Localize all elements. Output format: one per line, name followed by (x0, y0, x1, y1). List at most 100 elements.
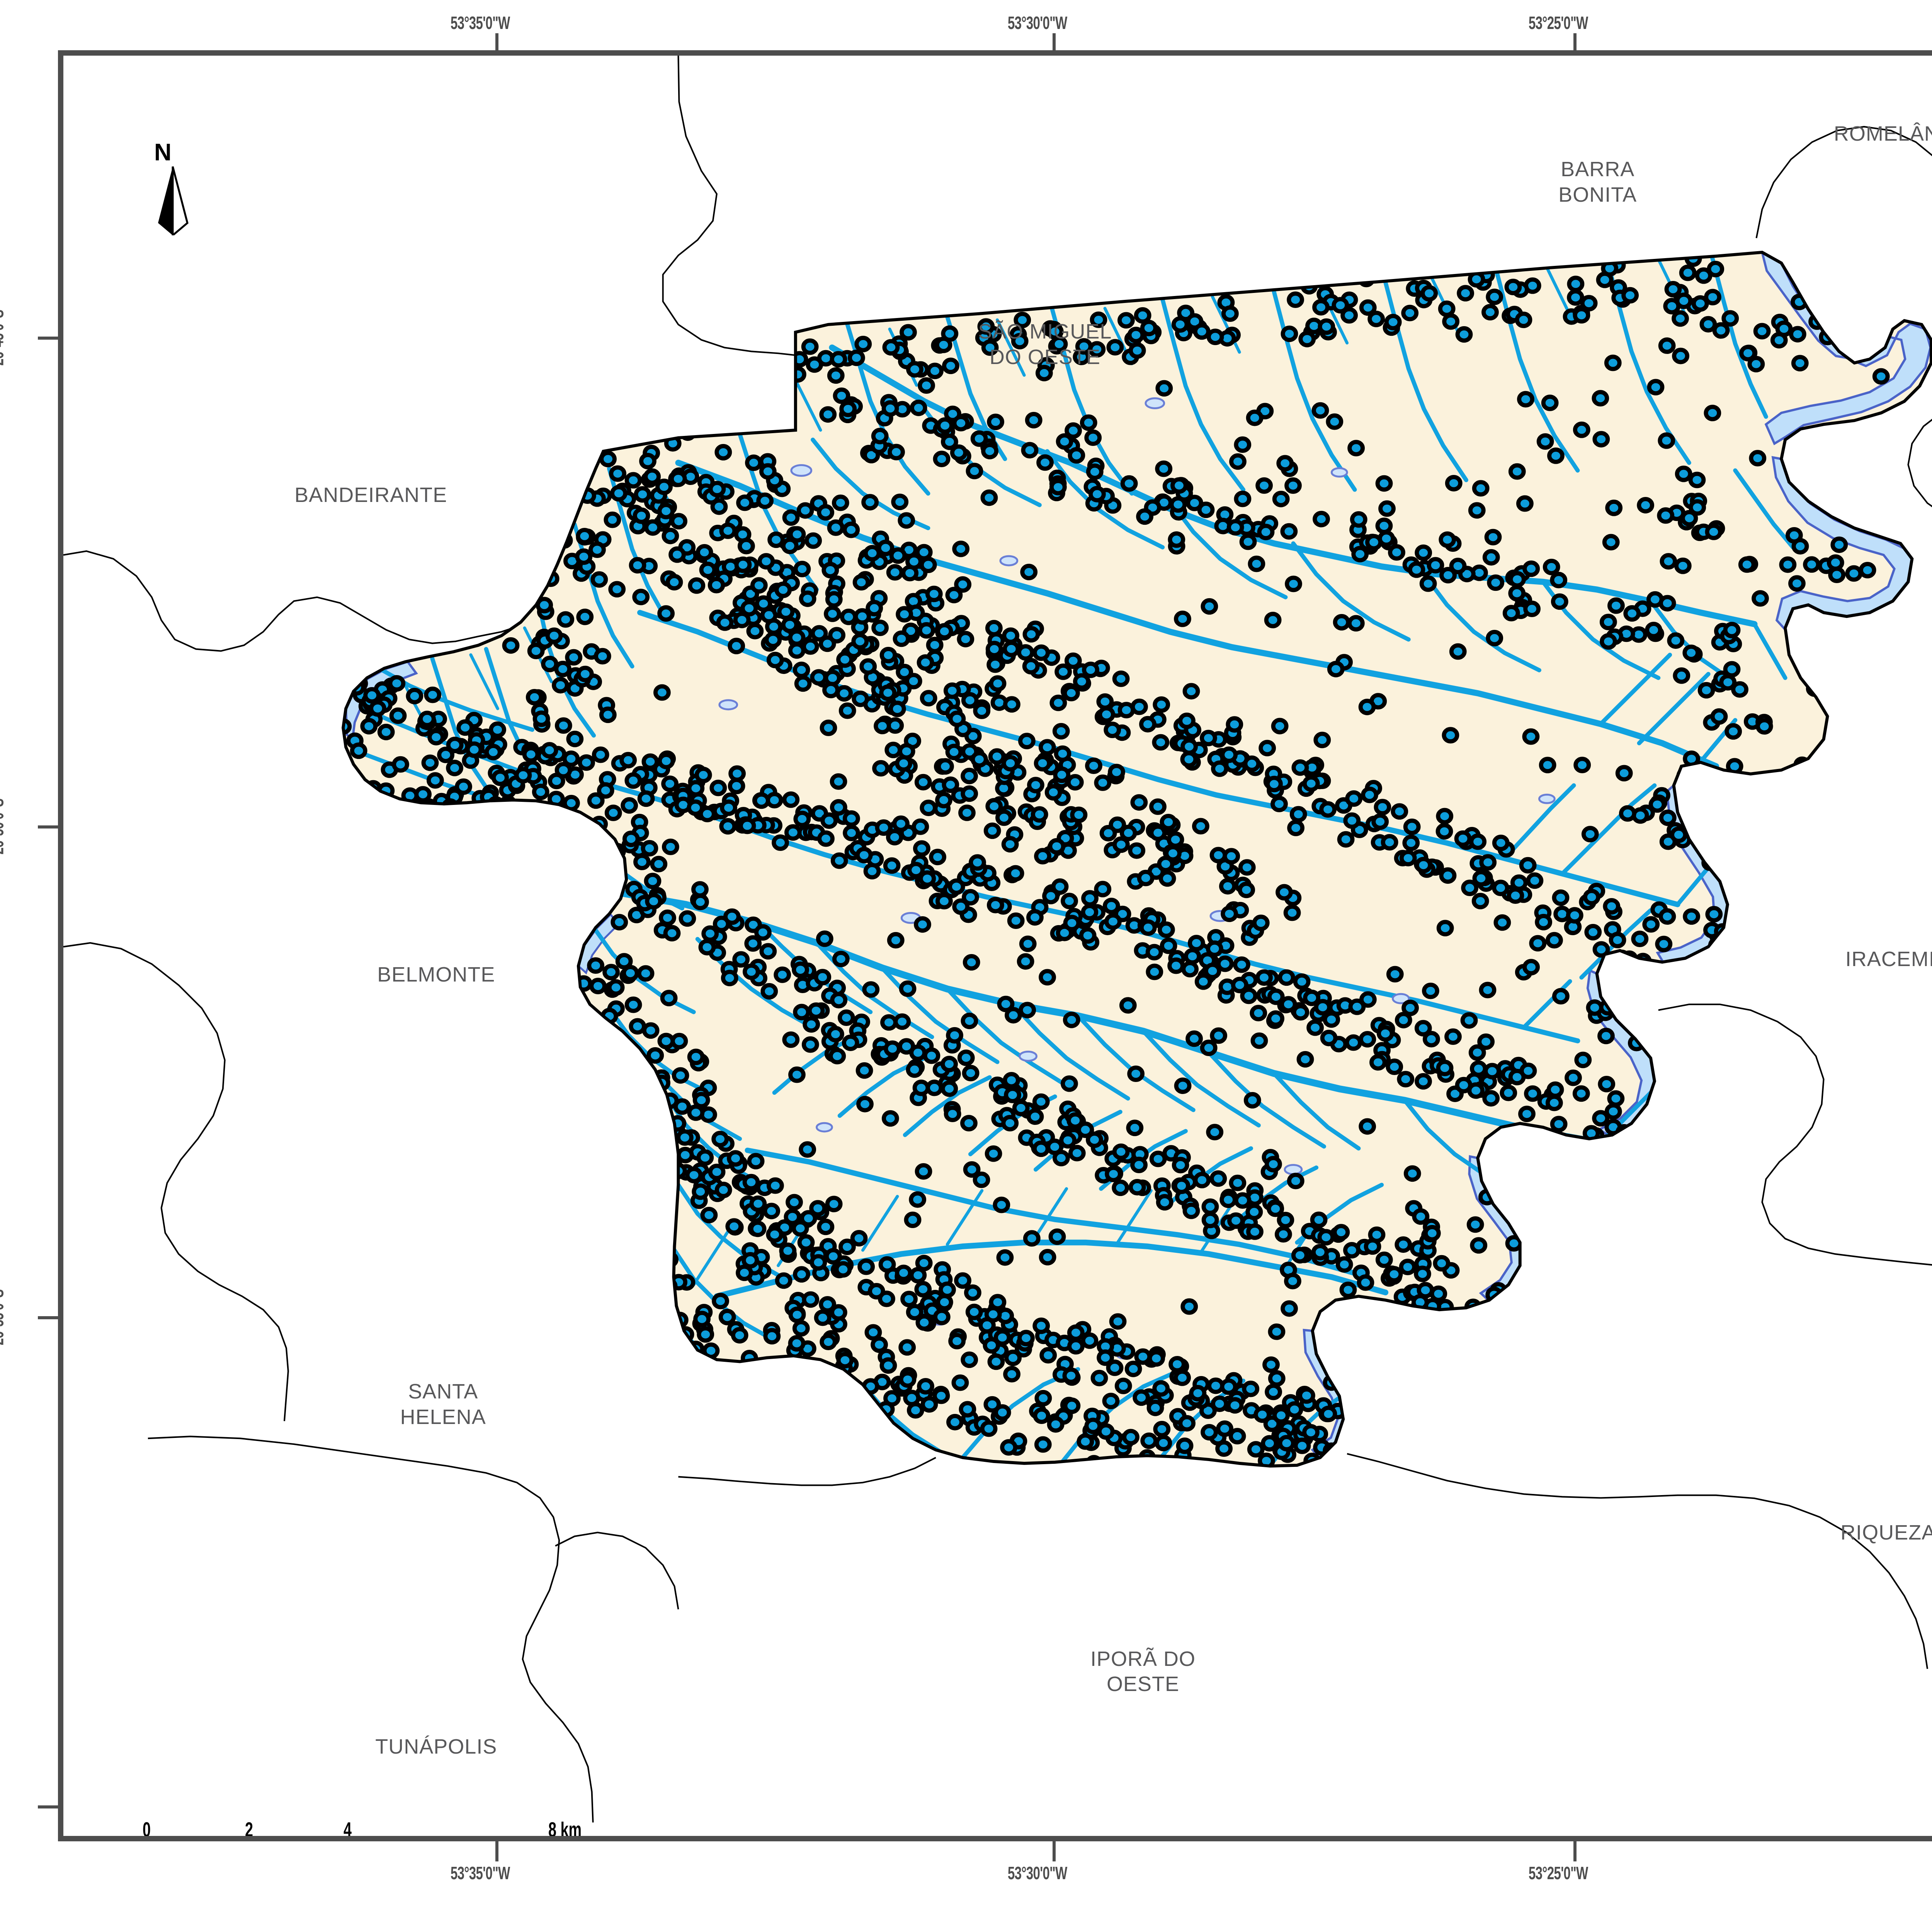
spring-point (1281, 1300, 1298, 1317)
spring-point (1172, 1157, 1189, 1174)
spring-point (575, 548, 593, 565)
spring-point (554, 762, 572, 779)
spring-point (1868, 1007, 1886, 1024)
spring-point (703, 1375, 721, 1392)
spring-point (1749, 450, 1767, 467)
spring-point (676, 1129, 694, 1146)
spring-point (733, 611, 751, 628)
spring-point (1032, 644, 1050, 661)
spring-point (1516, 495, 1534, 512)
spring-point (1683, 908, 1700, 925)
spring-point (1063, 685, 1080, 701)
spring-point (616, 1063, 634, 1080)
spring-point (522, 746, 540, 763)
spring-point (601, 1056, 619, 1073)
spring-point (801, 638, 819, 655)
spring-point (1855, 1422, 1872, 1439)
spring-point (1153, 696, 1170, 713)
spring-point (425, 264, 442, 280)
spring-point (1544, 1139, 1561, 1156)
spring-point (1836, 1258, 1853, 1275)
spring-point (1449, 643, 1467, 660)
spring-point (906, 1402, 924, 1419)
spring-point (608, 581, 626, 598)
graticule-tick-top-0 (495, 33, 498, 50)
spring-point (1778, 1282, 1796, 1299)
spring-point (1635, 988, 1653, 1005)
spring-point (1631, 931, 1649, 947)
spring-point (1687, 1112, 1705, 1129)
spring-point (886, 564, 904, 581)
spring-point (1386, 1058, 1403, 1075)
spring-point (411, 1152, 429, 1168)
spring-point (1255, 477, 1273, 494)
spring-point (1375, 1251, 1393, 1268)
spring-point (1178, 1415, 1196, 1432)
spring-point (386, 378, 403, 395)
spring-point (970, 430, 988, 447)
spring-point (1667, 632, 1685, 649)
spring-point (898, 1339, 916, 1356)
spring-point (1468, 1044, 1486, 1061)
spring-point (1246, 1223, 1264, 1240)
spring-point (718, 1308, 736, 1325)
spring-point (834, 1261, 852, 1278)
spring-point (1034, 1390, 1052, 1407)
spring-point (1017, 1330, 1035, 1347)
spring-point (906, 1304, 923, 1320)
spring-point (827, 1026, 844, 1043)
spring-point (661, 775, 679, 792)
spring-point (857, 1258, 875, 1275)
spring-point (855, 847, 873, 864)
spring-point (1427, 557, 1444, 574)
spring-point (1745, 1442, 1762, 1459)
spring-point (1371, 1347, 1389, 1364)
spring-point (1876, 1081, 1894, 1098)
spring-point (449, 1305, 466, 1321)
spring-point (1339, 1281, 1357, 1298)
spring-point (632, 589, 650, 606)
spring-point (1791, 538, 1809, 555)
spring-point (1350, 511, 1367, 528)
spring-point (702, 325, 720, 341)
spring-point (1032, 1317, 1050, 1334)
spring-point (456, 719, 474, 736)
spring-point (867, 1283, 885, 1300)
spring-point (1543, 558, 1560, 575)
spring-point (842, 1034, 859, 1051)
spring-point (1291, 759, 1309, 776)
spring-point (1844, 1074, 1862, 1091)
spring-point (624, 472, 642, 489)
spring-point (1414, 1020, 1432, 1037)
map-canvas[interactable]: N 0 2 4 8 km (63, 56, 1932, 1836)
spring-point (915, 1163, 932, 1180)
spring-point (1155, 1434, 1172, 1451)
spring-point (932, 1387, 950, 1404)
spring-point (656, 1427, 673, 1444)
spring-point (1359, 991, 1377, 1008)
spring-point (1366, 1376, 1384, 1393)
spring-point (1486, 288, 1503, 305)
spring-point (343, 714, 344, 731)
spring-point (940, 1056, 958, 1072)
spring-point (1827, 554, 1844, 571)
spring-point (871, 1336, 888, 1353)
spring-point (1347, 615, 1365, 632)
spring-point (1052, 723, 1070, 740)
spring-point (881, 1110, 899, 1127)
spring-point (1158, 870, 1176, 887)
spring-point (1436, 808, 1454, 825)
spring-point (1725, 723, 1742, 740)
spring-point (1231, 977, 1248, 994)
spring-point (969, 854, 986, 871)
spring-point (1343, 1242, 1361, 1259)
spring-point (504, 474, 522, 491)
spring-point (446, 566, 463, 582)
spring-point (388, 675, 406, 692)
spring-point (427, 948, 444, 965)
spring-point (621, 1049, 639, 1066)
spring-point (958, 805, 976, 821)
map-frame: N 0 2 4 8 km (58, 50, 1932, 1841)
spring-point (1688, 471, 1706, 488)
spring-point (820, 1334, 837, 1351)
